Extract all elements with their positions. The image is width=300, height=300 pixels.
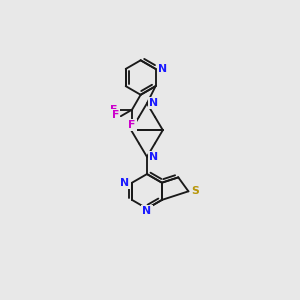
Text: N: N (158, 64, 167, 74)
Text: F: F (110, 105, 118, 115)
Text: F: F (112, 110, 119, 120)
Text: N: N (149, 98, 158, 108)
Text: S: S (191, 186, 199, 196)
Text: N: N (142, 206, 152, 216)
Text: N: N (149, 152, 158, 162)
Text: F: F (128, 120, 136, 130)
Text: N: N (120, 178, 129, 188)
